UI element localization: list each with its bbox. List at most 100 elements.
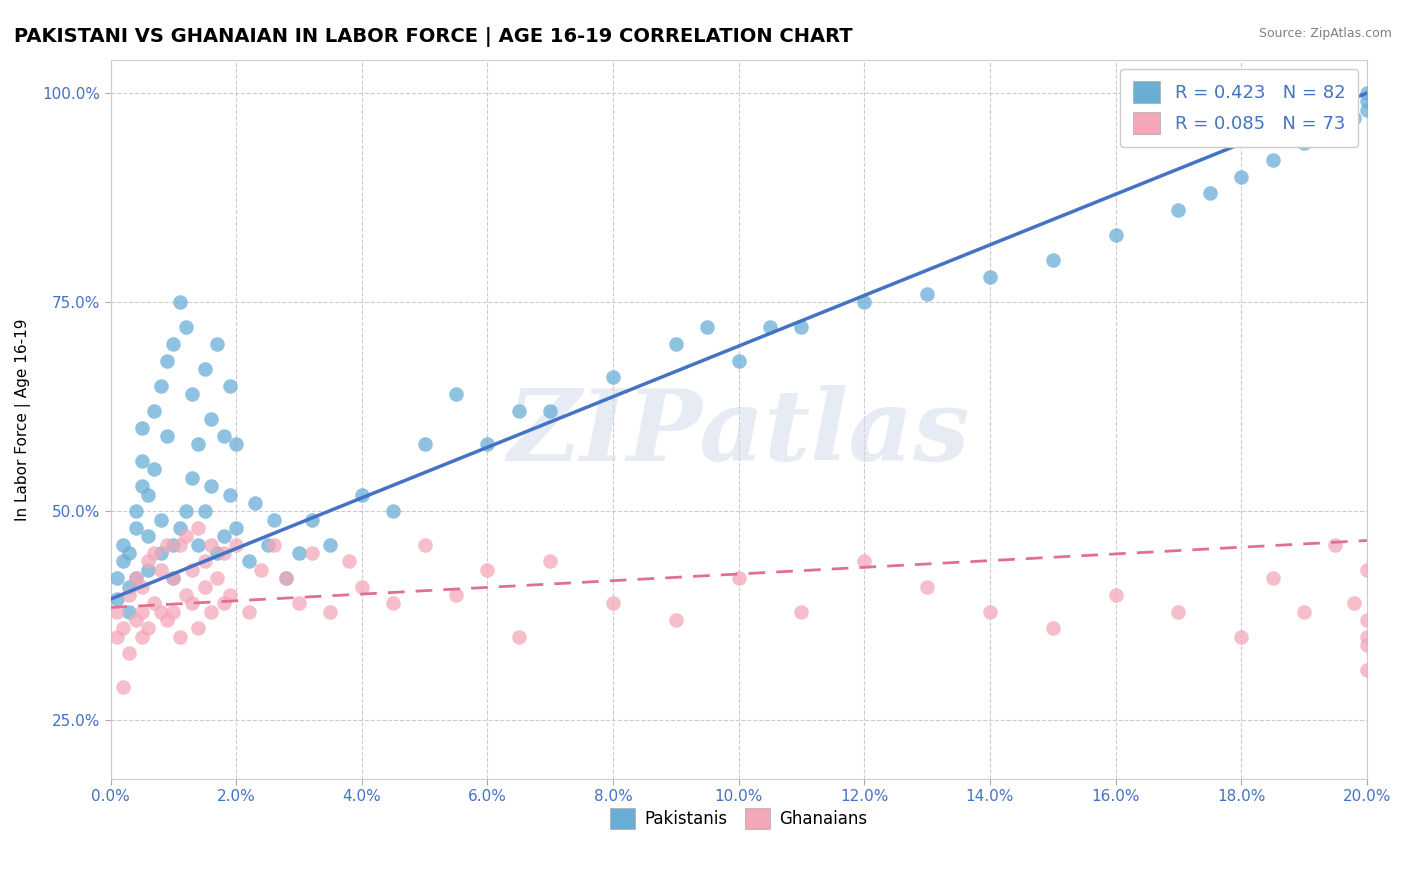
Point	[200, 538, 222, 552]
Point	[915, 580, 938, 594]
Point	[790, 605, 813, 619]
Point	[136, 487, 159, 501]
Point	[112, 621, 135, 635]
Point	[143, 462, 166, 476]
Point	[301, 546, 323, 560]
Point	[112, 680, 135, 694]
Point	[143, 404, 166, 418]
Point	[118, 546, 141, 560]
Point	[187, 521, 209, 535]
Point	[1230, 630, 1253, 644]
Point	[1261, 571, 1284, 585]
Point	[444, 387, 467, 401]
Point	[238, 605, 260, 619]
Point	[169, 630, 191, 644]
Point	[256, 538, 278, 552]
Point	[1355, 663, 1378, 677]
Point	[243, 496, 266, 510]
Point	[727, 571, 749, 585]
Point	[382, 596, 405, 610]
Point	[194, 504, 217, 518]
Point	[508, 630, 530, 644]
Point	[118, 647, 141, 661]
Point	[508, 404, 530, 418]
Point	[238, 554, 260, 568]
Point	[207, 571, 229, 585]
Point	[112, 538, 135, 552]
Text: Source: ZipAtlas.com: Source: ZipAtlas.com	[1258, 27, 1392, 40]
Point	[156, 538, 179, 552]
Point	[477, 563, 499, 577]
Point	[1167, 605, 1189, 619]
Point	[162, 571, 184, 585]
Point	[382, 504, 405, 518]
Point	[131, 580, 153, 594]
Point	[181, 563, 204, 577]
Point	[602, 596, 624, 610]
Point	[118, 605, 141, 619]
Point	[149, 513, 172, 527]
Point	[1355, 563, 1378, 577]
Point	[790, 320, 813, 334]
Point	[1198, 186, 1220, 201]
Point	[124, 521, 146, 535]
Point	[759, 320, 782, 334]
Point	[174, 320, 197, 334]
Point	[218, 379, 240, 393]
Point	[131, 605, 153, 619]
Point	[1230, 169, 1253, 184]
Point	[118, 580, 141, 594]
Point	[149, 563, 172, 577]
Point	[136, 554, 159, 568]
Point	[131, 630, 153, 644]
Point	[350, 487, 373, 501]
Point	[1355, 86, 1378, 100]
Point	[276, 571, 298, 585]
Point	[136, 563, 159, 577]
Point	[413, 538, 436, 552]
Point	[1343, 111, 1365, 125]
Point	[181, 471, 204, 485]
Point	[1292, 605, 1315, 619]
Point	[218, 487, 240, 501]
Point	[853, 295, 876, 310]
Point	[477, 437, 499, 451]
Point	[169, 538, 191, 552]
Point	[915, 286, 938, 301]
Point	[143, 596, 166, 610]
Point	[136, 529, 159, 543]
Point	[212, 546, 235, 560]
Point	[162, 571, 184, 585]
Point	[727, 353, 749, 368]
Y-axis label: In Labor Force | Age 16-19: In Labor Force | Age 16-19	[15, 318, 31, 521]
Point	[212, 596, 235, 610]
Point	[1104, 588, 1126, 602]
Point	[979, 270, 1001, 285]
Point	[276, 571, 298, 585]
Point	[124, 571, 146, 585]
Point	[105, 630, 128, 644]
Point	[181, 596, 204, 610]
Point	[124, 571, 146, 585]
Point	[413, 437, 436, 451]
Point	[1355, 103, 1378, 117]
Point	[1355, 630, 1378, 644]
Point	[174, 588, 197, 602]
Point	[1167, 203, 1189, 218]
Point	[1355, 638, 1378, 652]
Point	[174, 504, 197, 518]
Point	[1343, 596, 1365, 610]
Point	[118, 588, 141, 602]
Point	[124, 613, 146, 627]
Point	[105, 571, 128, 585]
Point	[156, 613, 179, 627]
Point	[1042, 253, 1064, 268]
Point	[263, 538, 285, 552]
Text: PAKISTANI VS GHANAIAN IN LABOR FORCE | AGE 16-19 CORRELATION CHART: PAKISTANI VS GHANAIAN IN LABOR FORCE | A…	[14, 27, 852, 46]
Point	[200, 479, 222, 493]
Point	[131, 420, 153, 434]
Point	[853, 554, 876, 568]
Point	[105, 605, 128, 619]
Point	[212, 429, 235, 443]
Point	[1355, 95, 1378, 109]
